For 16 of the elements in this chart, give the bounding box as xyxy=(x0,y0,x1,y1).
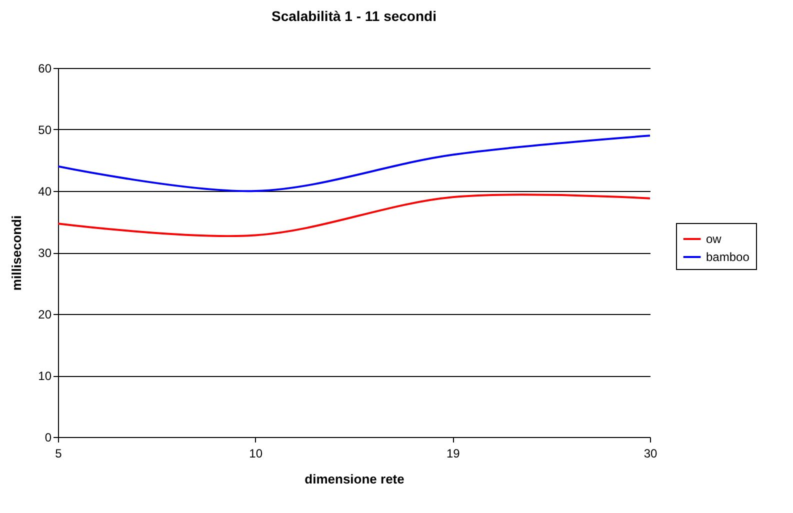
x-tick-label: 19 xyxy=(446,446,460,460)
x-tick-label: 30 xyxy=(644,446,658,460)
y-tick-label: 60 xyxy=(38,62,52,76)
y-tick-label: 40 xyxy=(38,184,52,198)
y-tick-label: 20 xyxy=(38,308,52,322)
legend-label: bamboo xyxy=(706,250,750,264)
y-tick-label: 30 xyxy=(38,246,52,260)
chart-title: Scalabilità 1 - 11 secondi xyxy=(272,8,436,24)
y-tick-label: 10 xyxy=(38,369,52,383)
y-tick-label: 0 xyxy=(44,430,52,444)
x-axis-title: dimensione rete xyxy=(304,472,404,486)
x-tick-label: 10 xyxy=(249,446,263,460)
legend-label: ow xyxy=(706,232,722,246)
y-tick-label: 50 xyxy=(38,123,52,137)
y-axis-title: millisecondi xyxy=(9,215,24,291)
x-tick-label: 5 xyxy=(55,446,62,460)
